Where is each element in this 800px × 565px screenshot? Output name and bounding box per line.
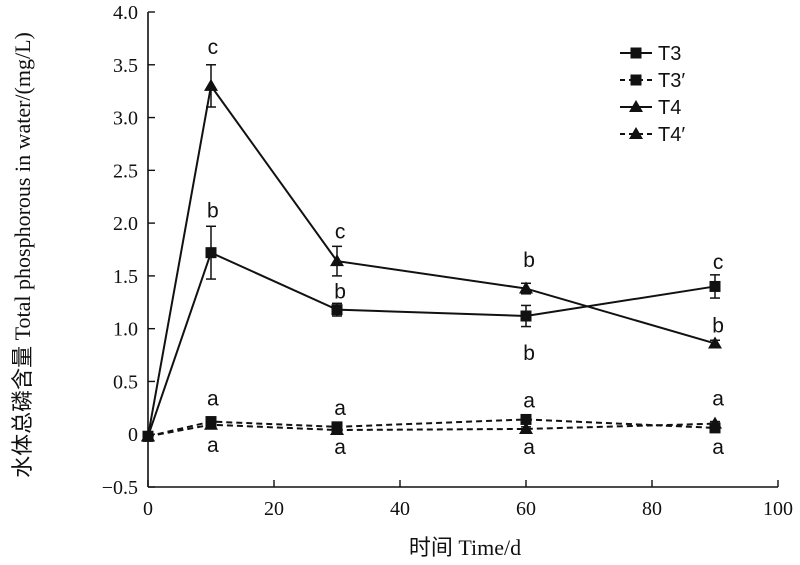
significance-label: c [208, 36, 219, 59]
legend-marker [629, 127, 643, 139]
data-point [520, 310, 532, 322]
data-point [204, 78, 218, 91]
significance-label: c [713, 251, 724, 274]
significance-label: b [523, 342, 535, 365]
data-point [330, 254, 344, 267]
x-axis-title: 时间 Time/d [409, 535, 521, 560]
legend-label: T3 [658, 43, 681, 65]
legend-marker [630, 74, 642, 86]
legend: T3 T3′ T4 T4′ [620, 43, 685, 146]
significance-label: a [334, 397, 346, 420]
significance-label: b [523, 249, 535, 272]
series-3 [141, 64, 722, 442]
data-point [708, 336, 722, 349]
series-line [147, 251, 716, 437]
legend-item: T4 [620, 97, 681, 119]
x-tick-label: 20 [264, 498, 284, 520]
significance-label: b [207, 199, 219, 222]
data-point [330, 423, 344, 435]
x-tick-label: 100 [763, 498, 793, 520]
data-point [708, 416, 722, 429]
legend-marker [630, 47, 642, 59]
x-tick-label: 40 [390, 498, 410, 520]
series-4 [141, 416, 722, 442]
data-point [519, 421, 533, 434]
y-axis-title: 水体总磷含量 Total phosphorous in water/(mg/L) [10, 32, 35, 478]
data-point [519, 281, 533, 294]
legend-marker [629, 100, 643, 112]
series-2 [142, 413, 721, 442]
y-tick-label: 1.5 [113, 266, 138, 288]
x-tick-label: 0 [143, 498, 153, 520]
data-point [205, 247, 217, 259]
series-line [147, 422, 716, 438]
significance-label: a [712, 436, 724, 459]
y-tick-label: 0 [128, 424, 138, 446]
legend-label: T4 [658, 97, 681, 119]
legend-item: T4′ [620, 124, 685, 146]
series-layer [141, 64, 722, 442]
significance-label: a [334, 436, 346, 459]
x-tick-label: 60 [516, 498, 536, 520]
series-line [147, 418, 716, 438]
y-tick-label: 2.0 [113, 213, 138, 235]
y-tick-label: −0.5 [102, 477, 138, 499]
y-tick-label: 4.0 [113, 2, 138, 24]
legend-label: T3′ [658, 70, 685, 92]
data-point [204, 417, 218, 430]
data-point [709, 280, 721, 292]
data-point [520, 413, 532, 425]
legend-item: T3 [620, 43, 681, 65]
y-tick-label: 2.5 [113, 160, 138, 182]
series-1 [142, 225, 721, 442]
legend-label: T4′ [658, 124, 685, 146]
y-tick-label: 3.5 [113, 55, 138, 77]
significance-label: a [207, 434, 219, 457]
significance-label: a [712, 387, 724, 410]
axes: −0.500.51.01.52.02.53.03.54.00 20 40 60 80 10… [102, 2, 793, 520]
significance-label: b [334, 281, 346, 304]
significance-label: b [712, 315, 724, 338]
legend-item: T3′ [620, 70, 685, 92]
y-tick-label: 0.5 [113, 371, 138, 393]
significance-label: a [207, 387, 219, 410]
y-tick-label: 3.0 [113, 108, 138, 130]
data-point [141, 429, 155, 442]
x-tick-label: 80 [642, 498, 662, 520]
significance-label: a [523, 436, 535, 459]
y-tick-label: 1.0 [113, 319, 138, 341]
significance-label: c [335, 221, 346, 244]
data-point [331, 304, 343, 316]
significance-label: a [523, 389, 535, 412]
